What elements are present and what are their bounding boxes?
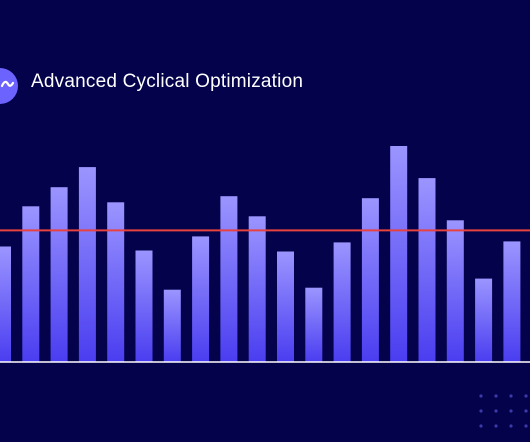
decor-dot [494, 409, 498, 413]
bar [305, 287, 323, 362]
decor-dot [524, 409, 528, 413]
bar [135, 250, 153, 362]
bar [361, 198, 379, 362]
bar [333, 242, 351, 362]
bar [78, 167, 96, 362]
bar [22, 206, 40, 362]
bars-group [0, 146, 521, 362]
decor-dot [524, 424, 528, 428]
bar [192, 236, 210, 362]
bar [107, 202, 125, 362]
bar [446, 220, 464, 362]
bar [418, 178, 436, 362]
bar [0, 246, 11, 362]
decor-dot [479, 394, 483, 398]
decor-dot [509, 409, 513, 413]
decor-dot [479, 409, 483, 413]
bar [503, 241, 521, 362]
bar [475, 278, 493, 362]
decor-dot [509, 394, 513, 398]
bar [277, 251, 294, 362]
decor-dot [494, 394, 498, 398]
bar [248, 216, 266, 362]
page-title: Advanced Cyclical Optimization [31, 71, 304, 92]
decor-dot [479, 424, 483, 428]
bar [163, 289, 181, 362]
logo-badge [0, 68, 18, 104]
bar [390, 146, 408, 362]
decor-dot [494, 424, 498, 428]
bar [220, 196, 238, 362]
decor-dot [509, 424, 513, 428]
wave-icon [0, 66, 18, 107]
decor-dot [524, 394, 528, 398]
